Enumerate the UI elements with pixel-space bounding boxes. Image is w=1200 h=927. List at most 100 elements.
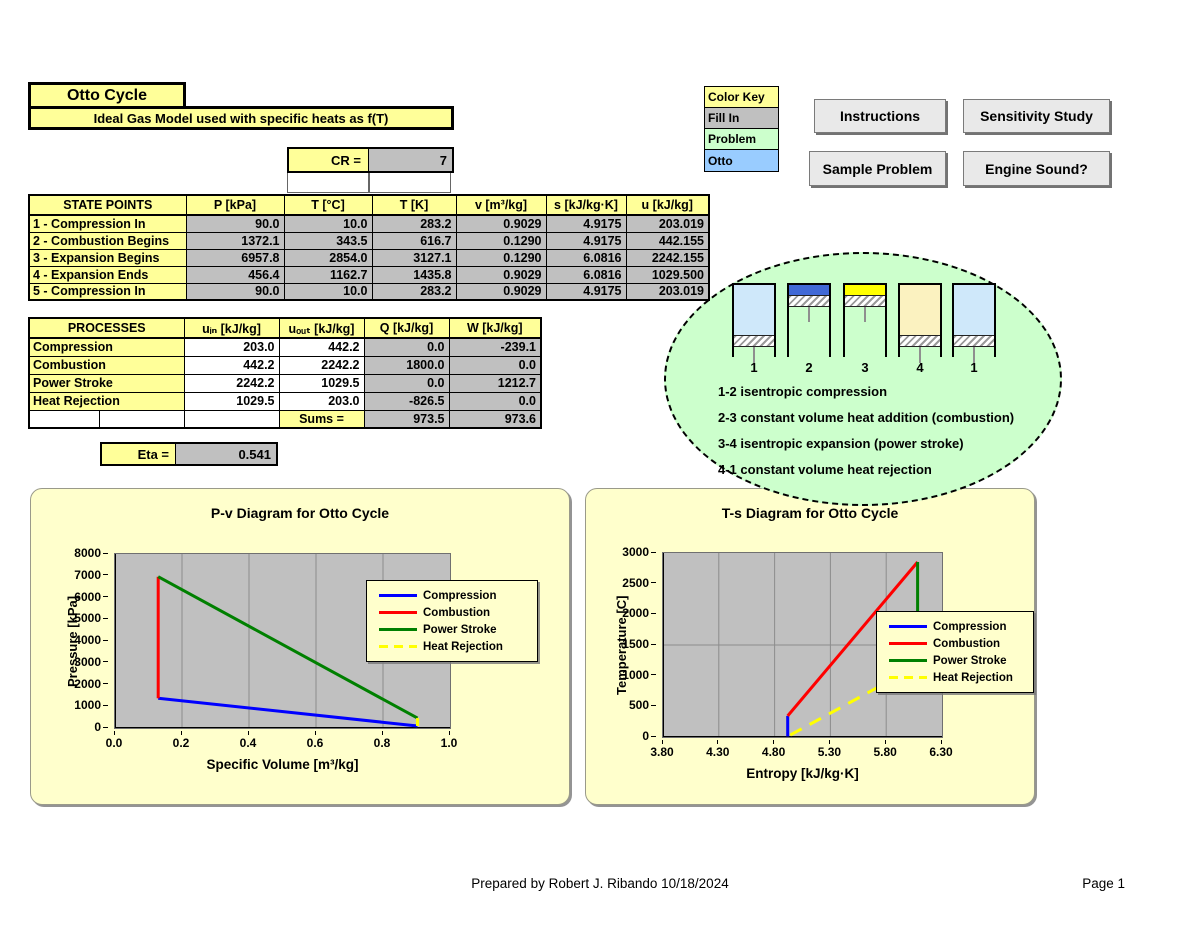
state-point-value: 2854.0	[283, 248, 373, 267]
page-subtitle: Ideal Gas Model used with specific heats…	[28, 106, 454, 130]
state-point-value: 0.1290	[455, 231, 547, 250]
cylinder-2	[787, 283, 831, 367]
empty-cells	[287, 171, 451, 193]
state-point-value: 203.019	[625, 214, 710, 233]
y-tick-label: 2500	[622, 575, 649, 590]
x-tick-label: 4.80	[761, 745, 786, 759]
engine-sound-button[interactable]: Engine Sound?	[963, 151, 1110, 186]
color-key: Color Key Fill In Problem Otto	[704, 86, 779, 172]
note-line: 3-4 isentropic expansion (power stroke)	[718, 436, 964, 451]
state-point-value: 616.7	[371, 231, 457, 250]
process-value: 2242.2	[278, 355, 365, 375]
x-tick-label: 3.80	[650, 745, 674, 759]
col-header: v [m³/kg]	[455, 194, 547, 216]
processes-header-row: PROCESSES uᵢₙ [kJ/kg] uₒᵤₜ [kJ/kg] Q [kJ…	[28, 317, 542, 339]
sums-w: 973.6	[448, 409, 542, 429]
table-row: 2 - Combustion Begins 1372.1 343.5 616.7 0.1…	[28, 231, 710, 250]
y-axis-ticks: 0 500 1000 1500 2000 2500 3000	[586, 545, 657, 743]
legend-line-sample	[889, 659, 927, 662]
state-point-value: 343.5	[283, 231, 373, 250]
sample-problem-button[interactable]: Sample Problem	[809, 151, 946, 186]
y-tick-label: 500	[628, 698, 649, 713]
state-point-value: 10.0	[283, 282, 373, 301]
process-name: Combustion	[28, 355, 185, 375]
cylinder-1	[732, 283, 776, 367]
empty-cell	[183, 409, 280, 429]
state-point-value: 2242.155	[625, 248, 710, 267]
piston-rod	[808, 307, 810, 322]
y-tick-label: 0	[94, 720, 101, 734]
cylinder-3	[843, 283, 887, 367]
legend-line-sample	[379, 628, 417, 631]
table-row: Power Stroke 2242.2 1029.5 0.0 1212.7	[28, 373, 542, 393]
x-axis-ticks: 0.0 0.2 0.4 0.6 0.8 1.0	[106, 731, 457, 753]
x-tick-label: 0.2	[172, 736, 190, 750]
process-value: 203.0	[278, 391, 365, 411]
process-value: 0.0	[448, 391, 542, 411]
piston	[954, 335, 994, 347]
note-line: 4-1 constant volume heat rejection	[718, 462, 932, 477]
state-point-value: 6957.8	[185, 248, 285, 267]
cylinder-state-label: 4	[916, 360, 924, 375]
color-key-fill-in: Fill In	[705, 108, 778, 129]
y-tick-label: 0	[642, 729, 649, 743]
y-tick-label: 5000	[74, 611, 101, 626]
gas-charge	[900, 285, 940, 335]
ts-diagram-chart: T-s Diagram for Otto Cycle Temperature […	[585, 488, 1035, 805]
col-header: STATE POINTS	[28, 194, 187, 216]
gas-charge	[845, 285, 885, 295]
legend-label: Heat Rejection	[933, 671, 1013, 684]
state-points-table: STATE POINTS P [kPa] T [°C] T [K] v [m³/…	[28, 194, 710, 301]
state-point-value: 6.0816	[545, 265, 627, 284]
prepared-by-footer: Prepared by Robert J. Ribando 10/18/2024	[471, 876, 729, 891]
x-tick-label: 4.30	[706, 745, 730, 759]
legend-entry: Combustion	[881, 635, 1029, 652]
color-key-problem: Problem	[705, 129, 778, 150]
col-header: PROCESSES	[28, 317, 185, 339]
state-point-value: 0.9029	[455, 214, 547, 233]
process-name: Compression	[28, 337, 185, 357]
page-number: Page 1	[1082, 876, 1125, 891]
chart-legend: Compression Combustion Power Stroke Heat Re…	[876, 611, 1034, 693]
table-row: 1 - Compression In 90.0 10.0 283.2 0.9029 4.9…	[28, 214, 710, 233]
state-point-value: 0.1290	[455, 248, 547, 267]
pv-diagram-chart: P-v Diagram for Otto Cycle Pressure [kPa…	[30, 488, 570, 805]
x-tick-label: 0.8	[373, 736, 391, 750]
state-point-value: 1435.8	[371, 265, 457, 284]
y-tick-label: 3000	[622, 545, 649, 559]
note-line: 2-3 constant volume heat addition (combu…	[718, 410, 1015, 425]
cr-input-cell[interactable]: 7	[369, 149, 452, 171]
cylinder-walls	[898, 283, 942, 357]
state-point-value: 3127.1	[371, 248, 457, 267]
piston	[845, 295, 885, 307]
legend-line-sample	[889, 676, 927, 679]
x-tick-label: 0.0	[105, 736, 123, 750]
x-tick-label: 0.6	[306, 736, 324, 750]
state-point-value: 0.9029	[455, 282, 547, 301]
sensitivity-study-button[interactable]: Sensitivity Study	[963, 99, 1110, 133]
legend-label: Power Stroke	[933, 654, 1007, 667]
legend-line-sample	[379, 645, 417, 648]
instructions-button[interactable]: Instructions	[814, 99, 946, 133]
legend-label: Combustion	[423, 606, 491, 619]
cylinder-state-label: 3	[861, 360, 869, 375]
legend-entry: Power Stroke	[881, 652, 1029, 669]
x-tick-label: 5.30	[817, 745, 842, 759]
x-axis-label: Specific Volume [m³/kg]	[206, 757, 359, 772]
chart-title: T-s Diagram for Otto Cycle	[721, 505, 899, 521]
piston	[734, 335, 774, 347]
empty-cell	[98, 409, 185, 429]
process-value: 1800.0	[363, 355, 450, 375]
state-point-value: 442.155	[625, 231, 710, 250]
piston	[789, 295, 829, 307]
eta-value: 0.541	[176, 444, 276, 464]
col-header: uₒᵤₜ [kJ/kg]	[278, 317, 365, 339]
process-value: 1029.5	[183, 391, 280, 411]
gas-charge	[789, 285, 829, 295]
y-axis-ticks: 0 1000 2000 3000 4000 5000 6000 7000 8000	[31, 546, 109, 734]
state-point-value: 456.4	[185, 265, 285, 284]
y-tick-label: 7000	[74, 567, 101, 582]
cylinder-5	[952, 283, 996, 367]
legend-entry: Compression	[881, 618, 1029, 635]
cylinder-state-label: 1	[970, 360, 978, 375]
